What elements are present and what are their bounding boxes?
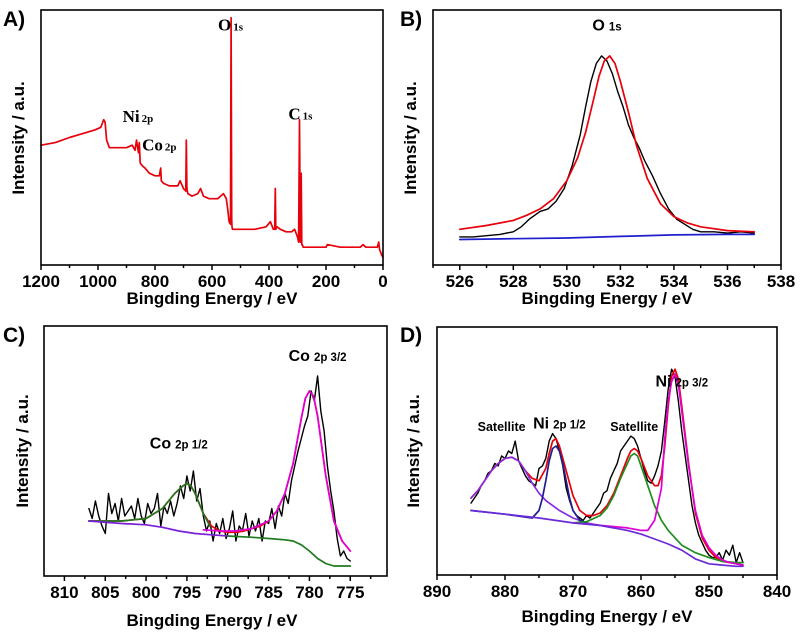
panel-a-series-survey-spectrum [40,16,384,259]
panel-c-x-tick-label: 775 [336,583,364,602]
panel-b-o1s: B) O 1s 526 528 530 532 534 536 538 Bingding En… [400,8,795,308]
panel-c-x-tick-label: 810 [50,583,78,602]
panel-c-series-experimental [88,375,351,562]
panel-b-x-tick-label: 536 [713,272,741,291]
panel-c-series-co-2p-1-2-component [88,482,211,527]
panel-a-annotation: O 1s [218,15,244,34]
panel-b-x-tick-label: 528 [499,272,527,291]
panel-c-series-background-tail [226,535,352,567]
panel-d-annotation: Ni 2p 3/2 [655,374,708,391]
panel-a-y-axis-title: Intensity / a.u. [9,81,28,194]
panel-b-x-axis-title: Bingding Energy / eV [522,289,694,308]
panel-c-x-tick-label: 795 [173,583,201,602]
panel-d-x-tick-label: 890 [423,582,451,601]
panel-a-x-tick-label: 800 [141,272,169,291]
panel-d-x-tick-label: 870 [559,582,587,601]
panel-d-series-satellite-861-ev [572,452,744,564]
panel-d-series-experimental [470,368,744,564]
panel-a-annotation: C 1s [288,105,313,124]
panel-b-annotation: O 1s [592,17,621,34]
panel-b-x-tick-label: 526 [446,272,474,291]
panel-b-series-experimental [459,55,755,238]
panel-d-label: D) [400,324,422,347]
panel-c-annotation: Co 2p 1/2 [150,436,208,453]
panel-a-annotation: Co 2p [142,135,176,154]
panel-d-annotation: Satellite [610,420,658,434]
panel-d-series-satellite-880-ev [470,456,615,529]
panel-c-x-tick-label: 805 [91,583,119,602]
panel-c-x-tick-label: 785 [254,583,282,602]
panel-d-ni2p: D) Satellite Ni 2p 1/2 Satellite Ni 2p 3/2 89… [400,324,791,626]
panel-c-axes-frame [43,325,388,577]
panel-a-axes-frame [40,9,384,266]
panel-b-series-fit [458,55,756,233]
panel-c-co2p: C) Co 2p 1/2 Co 2p 3/2 810 805 800 795 790 785 78… [3,324,388,630]
panel-b-label: B) [400,8,422,31]
panel-c-label: C) [3,324,25,347]
panel-b-x-tick-label: 532 [606,272,634,291]
panel-a-label: A) [3,8,25,31]
panel-b-x-tick-label: 530 [553,272,581,291]
panel-c-annotation: Co 2p 3/2 [289,348,347,365]
panel-c-series-background-shirley [88,520,229,537]
panel-d-x-tick-label: 840 [763,582,791,601]
panel-a-x-tick-label: 1200 [22,272,60,291]
panel-a-x-tick-label: 0 [378,272,387,291]
panel-c-x-tick-label: 800 [132,583,160,602]
panel-d-series-ni-2p-1-2-component [470,445,588,524]
panel-c-series-co-2p-3-2-component [202,390,352,552]
panel-a-x-tick-label: 600 [198,272,226,291]
panel-a-x-tick-label: 200 [312,272,340,291]
panel-d-annotation: Satellite [478,420,526,434]
panel-d-axes-frame [436,326,778,576]
panel-d-x-tick-label: 850 [695,582,723,601]
panel-a-x-tick-label: 1000 [79,272,117,291]
panel-c-series-fit-envelope [88,390,352,552]
panel-b-x-tick-label: 538 [767,272,795,291]
panel-a-x-axis-title: Bingding Energy / eV [127,289,299,308]
panel-c-x-tick-label: 790 [214,583,242,602]
panel-b-series-background [458,233,756,241]
panel-d-series-background [470,509,744,568]
panel-d-series-ni-2p-3-2-component [572,373,744,566]
panel-d-x-axis-title: Bingding Energy / eV [522,607,694,626]
panel-a-annotation: Ni 2p [123,107,154,126]
panel-d-annotation: Ni 2p 1/2 [533,416,586,433]
panel-c-x-tick-label: 780 [295,583,323,602]
panel-b-y-axis-title: Intensity / a.u. [401,81,420,194]
panel-b-axes-frame [432,9,782,266]
panel-d-x-tick-label: 860 [627,582,655,601]
panel-b-x-tick-label: 534 [660,272,689,291]
panel-a-x-tick-label: 400 [255,272,283,291]
panel-c-x-axis-title: Bingding Energy / eV [127,611,299,630]
panel-d-y-axis-title: Intensity / a.u. [404,394,423,507]
panel-c-y-axis-title: Intensity / a.u. [13,394,32,507]
panel-d-x-tick-label: 880 [491,582,519,601]
